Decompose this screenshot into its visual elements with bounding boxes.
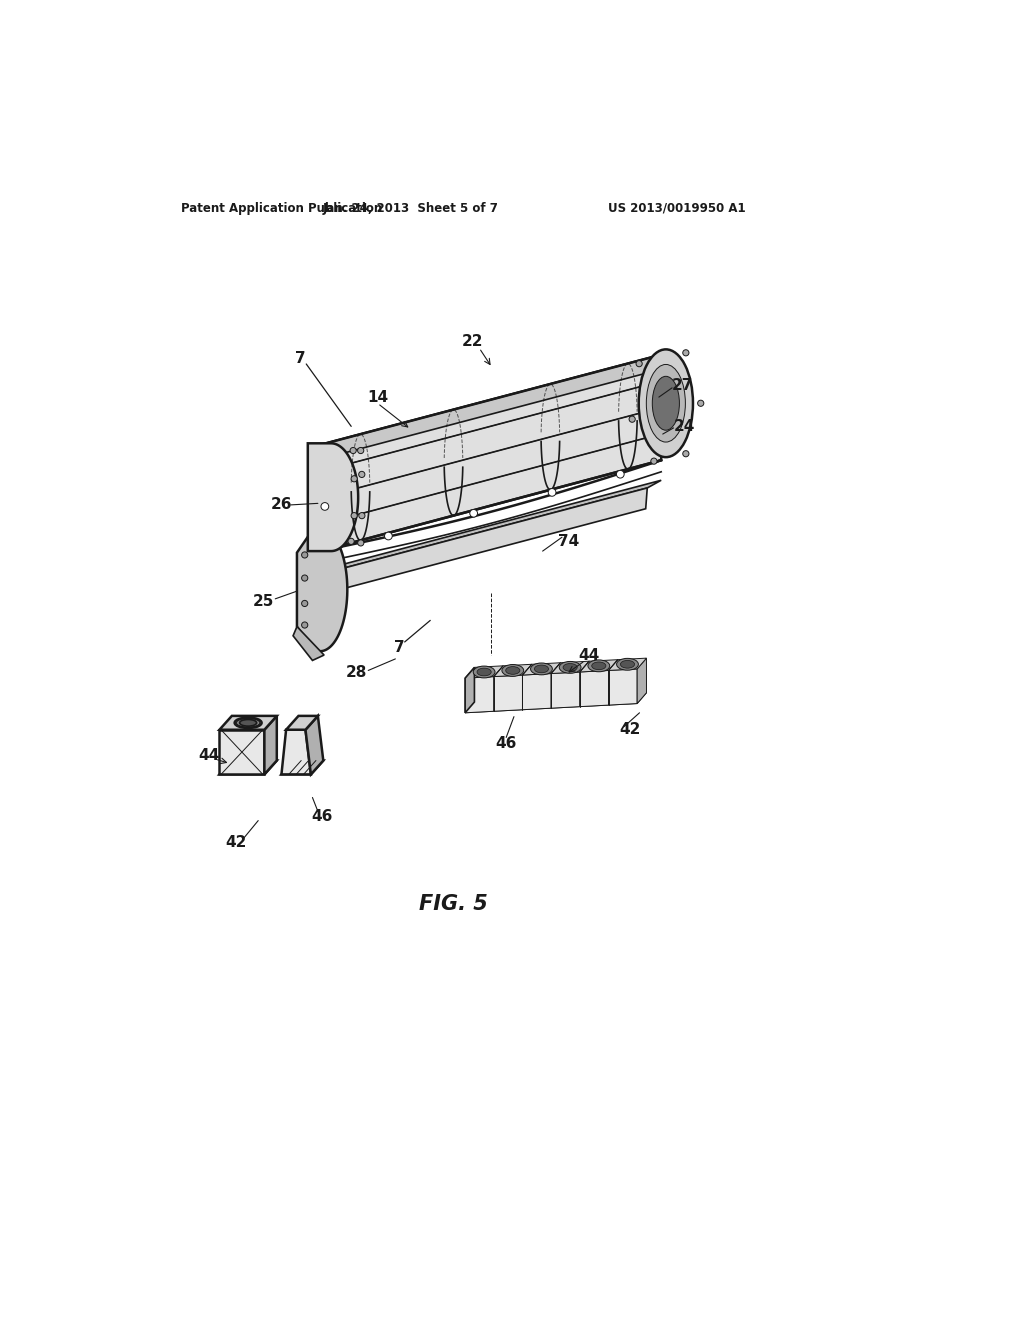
Polygon shape [522,663,560,675]
Polygon shape [219,760,276,775]
Polygon shape [494,664,531,677]
Polygon shape [551,672,580,708]
Polygon shape [522,673,551,710]
Circle shape [321,503,329,511]
Circle shape [636,360,642,367]
Circle shape [357,447,364,454]
Text: 46: 46 [311,809,333,824]
Polygon shape [305,715,324,775]
Polygon shape [637,659,646,704]
Text: 42: 42 [620,722,641,738]
Circle shape [302,576,308,581]
Circle shape [302,552,308,558]
Ellipse shape [621,660,635,668]
Text: 7: 7 [394,640,404,655]
Circle shape [697,400,703,407]
Polygon shape [465,693,646,713]
Ellipse shape [506,667,520,675]
Polygon shape [551,661,589,673]
Polygon shape [465,668,474,713]
Polygon shape [219,730,264,775]
Text: 7: 7 [295,351,305,366]
Circle shape [350,447,356,454]
Polygon shape [282,760,324,775]
Circle shape [651,458,657,465]
Ellipse shape [530,663,552,675]
Ellipse shape [563,664,578,672]
Circle shape [616,470,625,478]
Text: 44: 44 [579,648,600,663]
Polygon shape [293,627,324,660]
Circle shape [683,350,689,356]
Ellipse shape [652,376,679,430]
Ellipse shape [234,718,261,729]
Ellipse shape [616,659,638,671]
Polygon shape [305,488,647,599]
Polygon shape [608,669,637,705]
Circle shape [351,475,357,482]
Polygon shape [465,665,503,678]
Text: 27: 27 [672,378,693,393]
Ellipse shape [502,664,523,676]
Polygon shape [286,715,317,730]
Circle shape [351,512,357,519]
Circle shape [385,532,392,540]
Ellipse shape [559,661,581,673]
Text: 14: 14 [367,389,388,405]
Polygon shape [321,355,664,459]
Circle shape [357,540,364,546]
Circle shape [348,539,354,544]
Text: 24: 24 [674,418,695,434]
Circle shape [470,510,477,517]
Text: 26: 26 [270,498,292,512]
Text: 22: 22 [462,334,483,350]
Polygon shape [494,675,522,711]
Text: 42: 42 [226,834,247,850]
Text: 46: 46 [496,737,517,751]
Circle shape [302,601,308,607]
Text: Jan. 24, 2013  Sheet 5 of 7: Jan. 24, 2013 Sheet 5 of 7 [323,202,499,215]
Polygon shape [297,528,347,651]
Text: 44: 44 [199,747,220,763]
Ellipse shape [477,668,492,676]
Ellipse shape [240,719,257,726]
Polygon shape [580,671,608,706]
Circle shape [358,471,365,478]
Ellipse shape [646,364,685,442]
Text: Patent Application Publication: Patent Application Publication [180,202,382,215]
Polygon shape [465,677,494,713]
Polygon shape [306,480,662,578]
Text: 25: 25 [253,594,274,609]
Ellipse shape [592,661,606,669]
Polygon shape [264,715,276,775]
Polygon shape [608,659,646,671]
Polygon shape [580,660,617,672]
Text: FIG. 5: FIG. 5 [419,894,487,913]
Ellipse shape [535,665,549,673]
Circle shape [358,512,365,519]
Ellipse shape [473,667,495,678]
Ellipse shape [588,660,609,672]
Polygon shape [305,570,321,599]
Text: 28: 28 [346,665,368,680]
Ellipse shape [639,350,693,457]
Text: US 2013/0019950 A1: US 2013/0019950 A1 [608,202,746,215]
Polygon shape [321,355,662,552]
Circle shape [548,488,556,496]
Text: 74: 74 [558,535,579,549]
Polygon shape [308,444,358,552]
Circle shape [629,416,635,422]
Circle shape [683,450,689,457]
Polygon shape [219,715,276,730]
Polygon shape [282,730,311,775]
Circle shape [302,622,308,628]
